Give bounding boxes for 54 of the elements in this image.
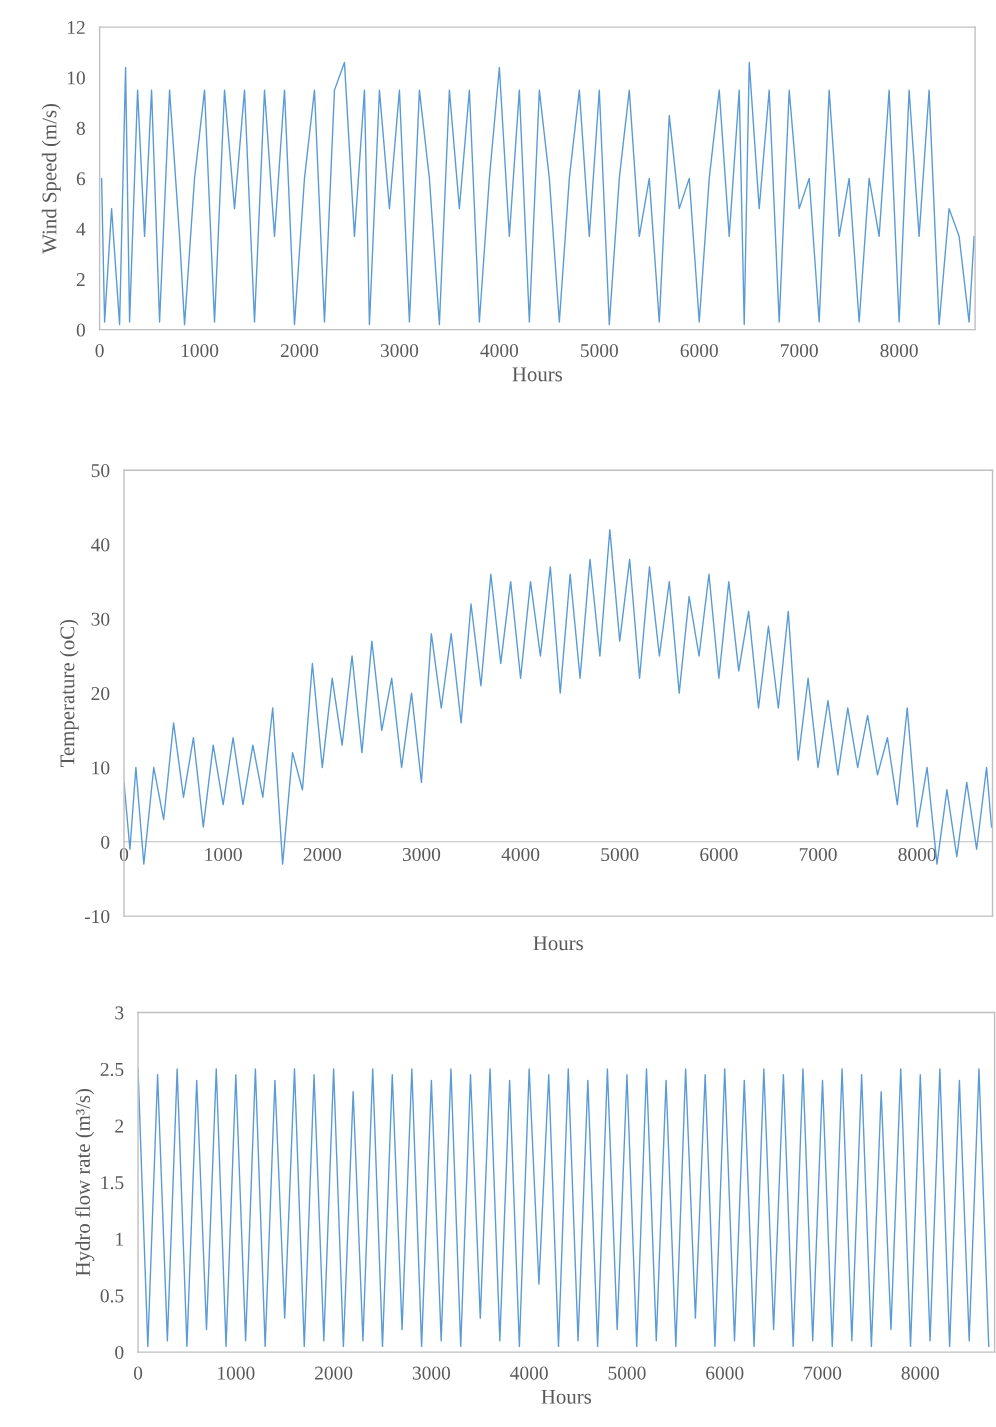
- y-tick-label: 0: [76, 323, 85, 337]
- x-tick-label: 4000: [480, 344, 519, 358]
- x-tick-label: 3000: [402, 847, 441, 862]
- x-tick-label: 5000: [580, 344, 619, 358]
- y-tick-label: 20: [91, 686, 110, 701]
- y-axis-title: Hydro flow rate (m³/s): [75, 1088, 95, 1276]
- y-tick-label: 8: [76, 121, 85, 135]
- x-tick-label: 3000: [380, 344, 419, 358]
- y-tick-label: 6: [76, 172, 86, 186]
- x-tick-label: 4000: [501, 847, 540, 862]
- x-tick-label: 2000: [280, 344, 319, 358]
- y-tick-label: 2: [115, 1119, 124, 1133]
- y-tick-label: 1.5: [101, 1176, 124, 1190]
- x-axis-title: Hours: [533, 936, 583, 951]
- y-axis-title: Wind Speed (m/s): [41, 103, 61, 254]
- x-tick-label: 1000: [218, 1366, 255, 1380]
- y-tick-label: 4: [76, 222, 86, 236]
- x-tick-label: 0: [133, 1366, 143, 1380]
- x-tick-label: 4000: [510, 1366, 548, 1380]
- x-tick-label: 6000: [680, 344, 718, 358]
- y-tick-label: 0: [115, 1345, 124, 1360]
- y-tick-label: 10: [92, 761, 110, 775]
- line-series: [138, 1068, 990, 1348]
- x-tick-label: 5000: [608, 1366, 646, 1380]
- x-tick-label: 2000: [315, 1366, 353, 1380]
- x-tick-label: 8000: [901, 1366, 939, 1380]
- y-tick-label: 40: [91, 538, 110, 552]
- y-tick-label: 2.5: [100, 1062, 124, 1077]
- x-tick-label: 7000: [804, 1366, 842, 1380]
- x-tick-label: 6000: [700, 847, 738, 862]
- x-tick-label: 2000: [303, 847, 341, 862]
- y-tick-label: 10: [67, 71, 85, 85]
- x-tick-label: 8000: [898, 847, 936, 862]
- y-tick-label: 30: [91, 612, 110, 626]
- x-tick-label: 7000: [781, 344, 818, 358]
- x-tick-label: 1000: [181, 344, 219, 358]
- x-tick-label: 7000: [799, 847, 837, 862]
- y-tick-label: -10: [84, 909, 110, 924]
- x-tick-label: 5000: [601, 847, 639, 862]
- y-tick-label: 0: [101, 835, 110, 849]
- x-tick-label: 1000: [205, 847, 242, 862]
- y-tick-label: 0.5: [100, 1289, 124, 1303]
- y-tick-label: 50: [91, 464, 110, 478]
- x-tick-label: 8000: [880, 344, 918, 358]
- x-tick-label: 6000: [706, 1366, 744, 1380]
- y-tick-label: 12: [67, 20, 85, 34]
- y-tick-label: 3: [115, 1006, 124, 1020]
- y-tick-label: 2: [76, 273, 85, 286]
- x-tick-label: 3000: [412, 1366, 451, 1380]
- x-axis-title: Hours: [541, 1389, 592, 1404]
- y-tick-label: 1: [116, 1232, 123, 1246]
- x-axis-title: Hours: [512, 367, 563, 382]
- y-axis-title: Temperature (oC): [59, 619, 79, 767]
- line-series: [100, 61, 975, 326]
